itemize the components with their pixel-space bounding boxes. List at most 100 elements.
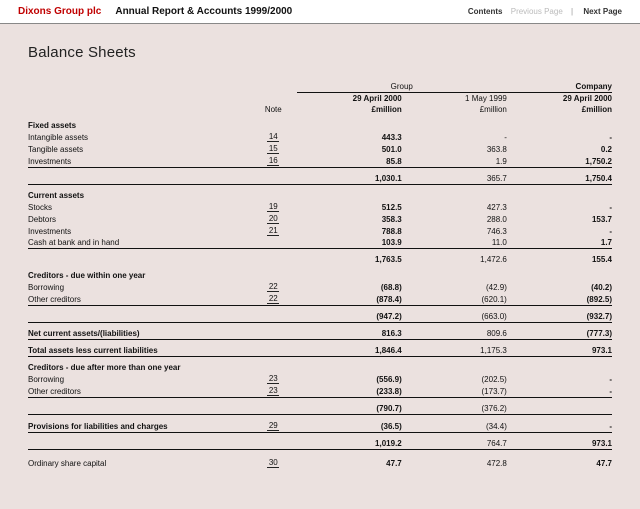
note-ref[interactable]: 14 <box>267 132 279 142</box>
row-label: Borrowing <box>28 281 250 293</box>
note-ref[interactable]: 23 <box>267 386 279 396</box>
cell: - <box>507 201 612 213</box>
cell: 85.8 <box>297 155 402 168</box>
section-fixed: Fixed assets <box>28 115 250 131</box>
cell: 472.8 <box>402 457 507 469</box>
report-subtitle: Annual Report & Accounts 1999/2000 <box>115 6 292 17</box>
note-ref[interactable]: 15 <box>267 144 279 154</box>
subtotal: 1,030.1 <box>297 168 402 185</box>
total: 973.1 <box>507 433 612 450</box>
row-label: Cash at bank and in hand <box>28 237 250 249</box>
nav-contents[interactable]: Contents <box>468 7 503 16</box>
cell: - <box>507 385 612 398</box>
subtotal: 365.7 <box>402 168 507 185</box>
group-header: Group <box>297 81 507 93</box>
cell: 363.8 <box>402 143 507 155</box>
content: Balance Sheets Group Company 29 April 20… <box>0 24 640 479</box>
top-nav: Contents Previous Page | Next Page <box>462 7 622 16</box>
total: 1,019.2 <box>297 433 402 450</box>
note-ref[interactable]: 30 <box>267 458 279 468</box>
cell: (556.9) <box>297 373 402 385</box>
row-netcurrent: Net current assets/(liabilities) <box>28 323 250 340</box>
cell: 288.0 <box>402 213 507 225</box>
note-ref[interactable]: 23 <box>267 374 279 384</box>
cell: 47.7 <box>297 457 402 469</box>
note-ref[interactable]: 20 <box>267 214 279 224</box>
cell: 746.3 <box>402 225 507 237</box>
cell: 809.6 <box>402 323 507 340</box>
top-bar: Dixons Group plc Annual Report & Account… <box>0 0 640 24</box>
subtotal: (663.0) <box>402 306 507 323</box>
subtotal: 155.4 <box>507 249 612 266</box>
cell: 973.1 <box>507 340 612 357</box>
nav-prev: Previous Page <box>511 7 563 16</box>
cell: (233.8) <box>297 385 402 398</box>
cell: 47.7 <box>507 457 612 469</box>
row-provisions: Provisions for liabilities and charges <box>28 415 250 433</box>
total: 764.7 <box>402 433 507 450</box>
cell: (878.4) <box>297 293 402 306</box>
cell: 1.7 <box>507 237 612 249</box>
cell: (42.9) <box>402 281 507 293</box>
cell: (620.1) <box>402 293 507 306</box>
cell: 11.0 <box>402 237 507 249</box>
section-current: Current assets <box>28 185 250 202</box>
subtotal: (790.7) <box>297 398 402 415</box>
row-label: Intangible assets <box>28 131 250 143</box>
cell: (173.7) <box>402 385 507 398</box>
row-label: Investments <box>28 155 250 168</box>
note-ref[interactable]: 22 <box>267 282 279 292</box>
cell: 153.7 <box>507 213 612 225</box>
cell: (36.5) <box>297 415 402 433</box>
subtotal: 1,763.5 <box>297 249 402 266</box>
col-g1-unit: £million <box>297 104 402 115</box>
row-totalless: Total assets less current liabilities <box>28 340 250 357</box>
col-g1-date: 29 April 2000 <box>297 93 402 105</box>
row-label: Tangible assets <box>28 143 250 155</box>
note-ref[interactable]: 19 <box>267 202 279 212</box>
row-label: Investments <box>28 225 250 237</box>
subtotal: (932.7) <box>507 306 612 323</box>
section-cred1: Creditors - due within one year <box>28 265 250 281</box>
row-label: Borrowing <box>28 373 250 385</box>
cell: 501.0 <box>297 143 402 155</box>
cell: 1.9 <box>402 155 507 168</box>
cell: 816.3 <box>297 323 402 340</box>
cell: (40.2) <box>507 281 612 293</box>
row-label: Other creditors <box>28 385 250 398</box>
note-ref[interactable]: 16 <box>267 156 279 166</box>
row-label: Debtors <box>28 213 250 225</box>
cell: (34.4) <box>402 415 507 433</box>
page: Dixons Group plc Annual Report & Account… <box>0 0 640 509</box>
col-co-unit: £million <box>507 104 612 115</box>
cell: 1,750.2 <box>507 155 612 168</box>
col-header-row-1: 29 April 2000 1 May 1999 29 April 2000 <box>28 93 612 105</box>
col-g2-date: 1 May 1999 <box>402 93 507 105</box>
cell: - <box>507 131 612 143</box>
subtotal: (376.2) <box>402 398 507 415</box>
row-label: Other creditors <box>28 293 250 306</box>
cell: (202.5) <box>402 373 507 385</box>
note-ref[interactable]: 22 <box>267 294 279 304</box>
cell: 512.5 <box>297 201 402 213</box>
col-co-date: 29 April 2000 <box>507 93 612 105</box>
col-header-row-2: Note £million £million £million <box>28 104 612 115</box>
note-ref[interactable]: 21 <box>267 226 279 236</box>
subtotal: 1,750.4 <box>507 168 612 185</box>
company-header: Company <box>507 81 612 93</box>
cell: 427.3 <box>402 201 507 213</box>
note-ref[interactable]: 29 <box>267 421 279 431</box>
cell: (68.8) <box>297 281 402 293</box>
cell: (892.5) <box>507 293 612 306</box>
cell: 1,846.4 <box>297 340 402 357</box>
page-title: Balance Sheets <box>28 44 612 61</box>
row-sharecapital: Ordinary share capital <box>28 457 250 469</box>
cell: (777.3) <box>507 323 612 340</box>
cell: - <box>402 131 507 143</box>
subtotal: 1,472.6 <box>402 249 507 266</box>
cell: 103.9 <box>297 237 402 249</box>
nav-next[interactable]: Next Page <box>583 7 622 16</box>
cell: 358.3 <box>297 213 402 225</box>
subtotal: (947.2) <box>297 306 402 323</box>
cell: - <box>507 225 612 237</box>
